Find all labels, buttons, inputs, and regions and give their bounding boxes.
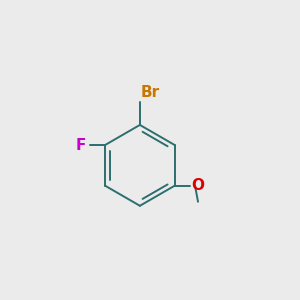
- Text: Br: Br: [141, 85, 160, 100]
- Text: F: F: [76, 138, 86, 153]
- Text: O: O: [191, 178, 204, 193]
